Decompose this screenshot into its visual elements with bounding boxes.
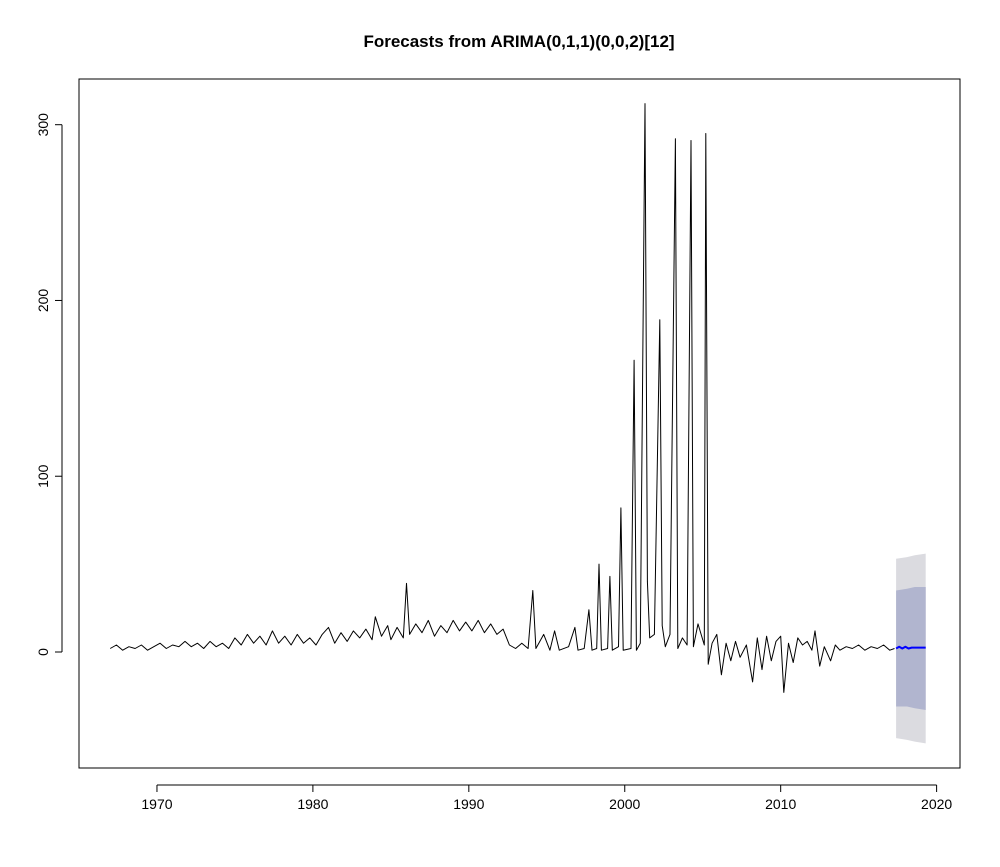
- x-tick-label: 1970: [141, 796, 172, 812]
- plot-border: [78, 78, 961, 769]
- chart-title: Forecasts from ARIMA(0,1,1)(0,0,2)[12]: [363, 32, 674, 51]
- history-line: [109, 103, 895, 693]
- x-tick-label: 2020: [921, 796, 952, 812]
- y-tick-label: 200: [35, 289, 51, 313]
- x-tick-label: 2010: [765, 796, 796, 812]
- x-tick-label: 2000: [609, 796, 640, 812]
- x-tick-label: 1980: [297, 796, 328, 812]
- y-axis: 0 100 200 300: [35, 113, 63, 656]
- y-tick-label: 0: [35, 648, 51, 656]
- x-tick-label: 1990: [453, 796, 484, 812]
- forecast-line: [895, 645, 926, 650]
- x-axis: 1970 1980 1990 2000 2010 2020: [141, 784, 952, 812]
- y-tick-label: 100: [35, 464, 51, 488]
- series-lines: [109, 103, 926, 693]
- y-tick-label: 300: [35, 113, 51, 137]
